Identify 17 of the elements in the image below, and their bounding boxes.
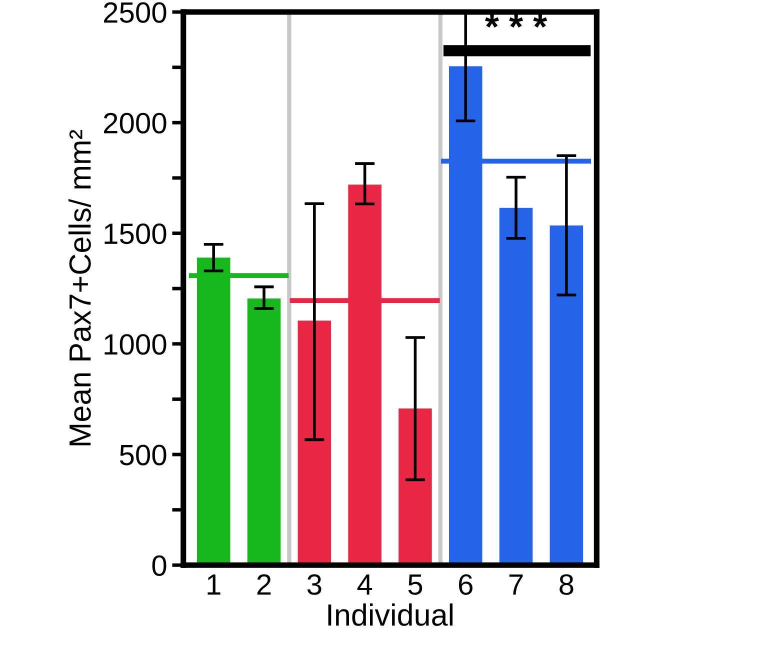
y-tick-label: 0 [152,555,166,576]
x-tick-label: 6 [459,574,472,595]
annotation: * * * [485,14,548,28]
x-tick-label: 4 [357,574,372,595]
x-tick-label: 1 [208,574,220,595]
y-tick-label: 500 [120,444,166,466]
y-tick-label: 1000 [104,334,166,355]
y-tick-label: 2000 [104,112,166,134]
x-tick-label: 8 [560,574,574,595]
x-tick-label: 2 [257,574,271,595]
x-tick-label: 5 [408,574,422,595]
y-axis-title: Mean Pax7+Cells/ mm² [68,130,91,446]
x-axis-title: Individual [328,603,453,626]
y-tick-label: 1500 [104,223,166,244]
y-tick-label: 2500 [104,2,166,23]
x-tick-label: 7 [509,574,523,595]
x-tick-label: 3 [307,574,322,595]
